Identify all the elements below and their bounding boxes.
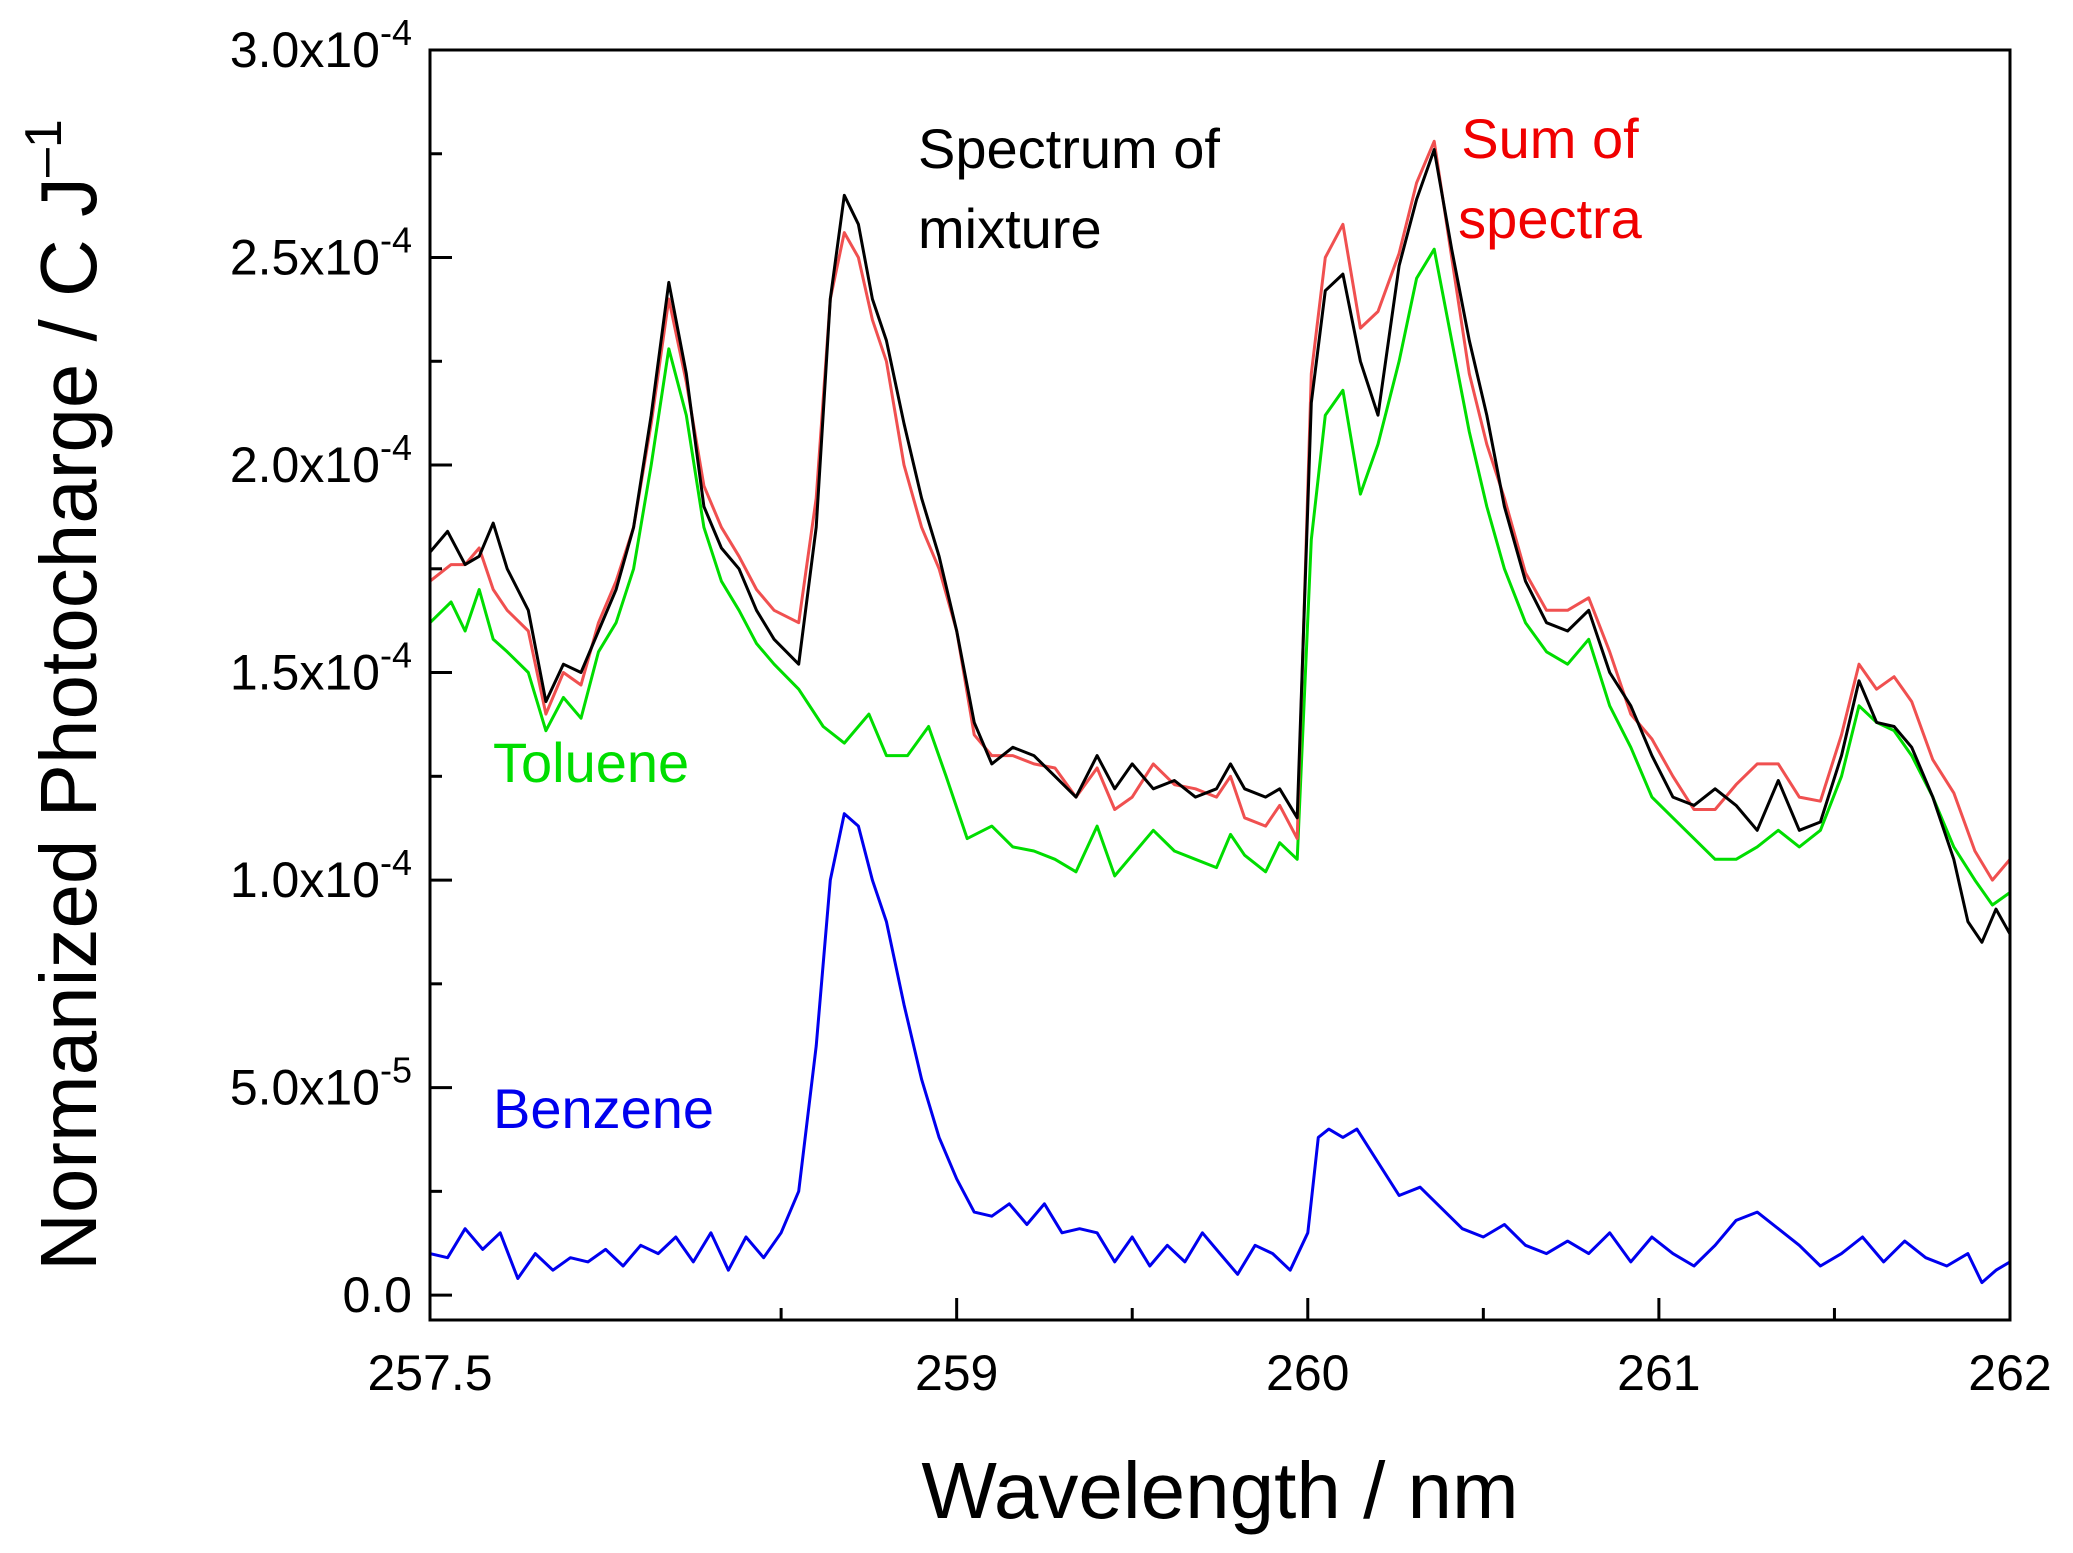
y-tick-mantissa: 2.5x10 [230, 230, 380, 286]
y-tick-mantissa: 5.0x10 [230, 1060, 380, 1116]
annotation-line: Benzene [493, 1077, 714, 1140]
y-tick-mantissa: 2.0x10 [230, 437, 380, 493]
series-line-spectrum-of-mixture [430, 148, 2010, 944]
x-tick-label: 259 [915, 1345, 998, 1401]
series-line-benzene [430, 812, 2010, 1285]
y-tick-label: 0.0 [342, 1267, 412, 1323]
y-tick-exponent: -4 [380, 842, 412, 883]
annotation-line: Spectrum of [918, 117, 1220, 180]
annotation-line: spectra [1458, 187, 1642, 250]
x-tick-label: 262 [1968, 1345, 2051, 1401]
annotation-line: Sum of [1461, 107, 1639, 170]
y-axis-title: Normanized Photocharge / C J–1 [15, 119, 113, 1271]
y-tick-label: 3.0x10-4 [230, 12, 412, 78]
annotation-benzene: Benzene [493, 1077, 714, 1140]
x-tick-label: 257.5 [367, 1345, 492, 1401]
y-tick-label: 1.5x10-4 [230, 635, 412, 701]
annotation-sum-of-spectra: Sum of spectra [1458, 107, 1642, 250]
y-tick-mantissa: 0.0 [342, 1267, 412, 1323]
annotation-layer: Spectrum of mixture Sum of spectra Toluene Be… [493, 107, 1643, 1140]
y-axis-title-text: Normanized Photocharge / C J [24, 177, 113, 1271]
y-tick-exponent: -5 [380, 1050, 412, 1091]
y-tick-mantissa: 1.0x10 [230, 852, 380, 908]
y-tick-label: 2.0x10-4 [230, 427, 412, 493]
y-tick-mantissa: 3.0x10 [230, 22, 380, 78]
series-line-toluene [430, 247, 2010, 907]
plot-frame [428, 48, 2012, 1322]
axes-layer: 257.5 259 260 261 2620.05.0x10-51.0x10-41.5x… [230, 12, 2052, 1401]
series-layer [430, 139, 2010, 1285]
annotation-spectrum-of-mixture: Spectrum of mixture [918, 117, 1220, 260]
y-tick-exponent: -4 [380, 427, 412, 468]
x-tick-label: 260 [1266, 1345, 1349, 1401]
y-tick-mantissa: 1.5x10 [230, 645, 380, 701]
annotation-line: Toluene [493, 731, 689, 794]
x-axis-title: Wavelength / nm [921, 1446, 1518, 1535]
annotation-toluene: Toluene [493, 731, 689, 794]
y-tick-label: 5.0x10-5 [230, 1050, 412, 1116]
y-tick-label: 2.5x10-4 [230, 220, 412, 286]
y-tick-label: 1.0x10-4 [230, 842, 412, 908]
y-axis-title-superscript: –1 [15, 119, 73, 177]
annotation-line: mixture [918, 197, 1102, 260]
x-tick-label: 261 [1617, 1345, 1700, 1401]
y-tick-exponent: -4 [380, 635, 412, 676]
series-line-sum-of-spectra [430, 139, 2010, 882]
y-tick-exponent: -4 [380, 220, 412, 261]
y-tick-exponent: -4 [380, 12, 412, 53]
